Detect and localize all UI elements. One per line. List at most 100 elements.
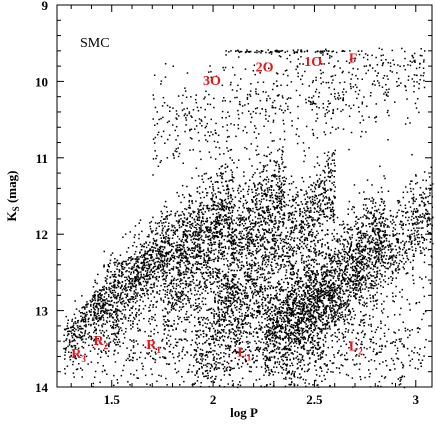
- data-point: [210, 205, 213, 207]
- data-point: [166, 258, 169, 260]
- data-point: [255, 206, 257, 209]
- data-point: [247, 315, 250, 317]
- data-point: [84, 308, 86, 310]
- data-point: [333, 255, 336, 258]
- data-point: [207, 208, 209, 210]
- data-point: [73, 344, 75, 347]
- data-point: [199, 293, 201, 296]
- data-point: [165, 324, 168, 326]
- data-point: [80, 315, 82, 317]
- data-point: [85, 325, 87, 328]
- data-point: [291, 264, 293, 266]
- data-point: [243, 228, 245, 230]
- data-point: [269, 272, 271, 274]
- data-point: [117, 263, 119, 265]
- data-point: [301, 330, 303, 332]
- data-point: [119, 299, 121, 301]
- data-point: [302, 247, 305, 250]
- data-point: [113, 295, 115, 298]
- data-point: [132, 284, 134, 286]
- data-point: [330, 188, 333, 191]
- data-point: [214, 350, 216, 352]
- data-point: [211, 208, 214, 210]
- data-point: [141, 256, 143, 258]
- data-point: [190, 236, 192, 238]
- data-point: [364, 277, 366, 280]
- data-point: [298, 238, 301, 241]
- data-point: [228, 248, 230, 250]
- data-point: [218, 285, 221, 287]
- data-point: [293, 251, 295, 253]
- data-point: [163, 259, 166, 262]
- data-point: [273, 201, 275, 204]
- data-point: [275, 184, 278, 186]
- data-point: [271, 258, 274, 260]
- data-point: [167, 228, 169, 231]
- data-point: [82, 328, 84, 330]
- data-point: [255, 199, 257, 201]
- data-point: [312, 223, 314, 226]
- data-point: [177, 273, 180, 275]
- data-point: [202, 272, 204, 275]
- data-point: [238, 242, 240, 244]
- data-point: [223, 239, 225, 241]
- data-point: [226, 221, 228, 224]
- data-point: [232, 256, 235, 258]
- data-point: [178, 297, 181, 299]
- data-point: [216, 217, 218, 219]
- data-point: [181, 260, 183, 262]
- data-point: [97, 303, 100, 305]
- data-point: [151, 316, 153, 318]
- data-point: [295, 227, 298, 230]
- data-point: [310, 230, 312, 233]
- data-point: [310, 240, 312, 243]
- data-point: [266, 255, 268, 257]
- data-point: [70, 345, 73, 348]
- data-point: [195, 227, 197, 229]
- data-point: [170, 289, 172, 291]
- data-point: [255, 263, 257, 265]
- data-point: [193, 237, 195, 240]
- data-point: [242, 246, 245, 248]
- data-point: [277, 185, 279, 187]
- data-point: [241, 217, 243, 219]
- data-point: [322, 302, 324, 304]
- data-point: [273, 225, 275, 228]
- data-point: [215, 146, 217, 148]
- data-point: [259, 238, 261, 241]
- data-point: [274, 194, 277, 197]
- data-point: [232, 301, 235, 303]
- data-point: [248, 212, 250, 214]
- data-point: [77, 326, 79, 329]
- data-point: [175, 287, 177, 290]
- data-point: [142, 261, 145, 264]
- data-point: [272, 200, 274, 202]
- data-point: [331, 262, 333, 264]
- data-point: [210, 244, 213, 247]
- data-point: [282, 191, 285, 193]
- data-point: [304, 223, 306, 226]
- data-point: [326, 216, 329, 218]
- data-point: [230, 280, 233, 282]
- data-point: [131, 268, 134, 270]
- data-point: [110, 325, 112, 327]
- data-point: [319, 199, 321, 201]
- data-point: [144, 254, 146, 256]
- data-point: [244, 238, 247, 240]
- data-point: [219, 295, 222, 298]
- data-point: [214, 243, 216, 245]
- data-point: [311, 190, 314, 193]
- data-point: [217, 255, 219, 257]
- data-point: [322, 213, 325, 215]
- data-point: [220, 329, 223, 331]
- data-point: [256, 203, 258, 205]
- data-point: [282, 312, 285, 314]
- data-point: [220, 242, 223, 244]
- data-point: [311, 198, 314, 200]
- data-point: [212, 275, 214, 277]
- data-point: [140, 273, 142, 276]
- data-point: [195, 256, 197, 258]
- data-point: [128, 276, 130, 279]
- data-point: [301, 177, 303, 179]
- data-point: [296, 363, 299, 365]
